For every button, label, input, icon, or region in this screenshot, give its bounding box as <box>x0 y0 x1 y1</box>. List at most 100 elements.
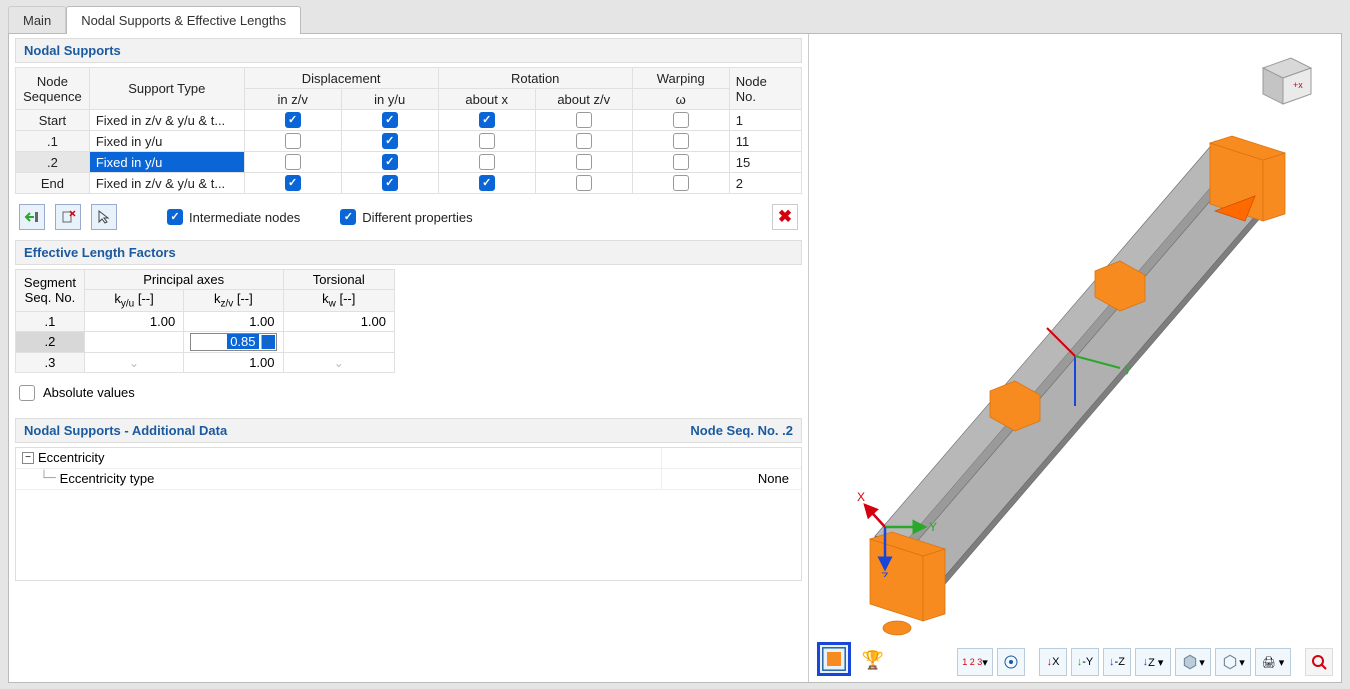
view-neg-y-button[interactable]: ↓-Y <box>1071 648 1099 676</box>
checkbox-icon <box>479 154 495 170</box>
checkbox-cell[interactable] <box>341 131 438 152</box>
checkbox-icon <box>576 133 592 149</box>
iso-view-button[interactable]: ▾ <box>1175 648 1211 676</box>
checkbox-cell[interactable] <box>632 110 729 131</box>
table-row[interactable]: StartFixed in z/v & y/u & t...1 <box>16 110 802 131</box>
tree-row-eccentricity-type[interactable]: └─ Eccentricity type None <box>16 469 801 490</box>
print-button[interactable]: 🖨 ▾ <box>1255 648 1291 676</box>
checkbox-cell[interactable] <box>244 110 341 131</box>
kzv-cell[interactable]: 1.00 <box>184 311 283 331</box>
section-nodal-supports-title: Nodal Supports <box>15 38 802 63</box>
numbering-button[interactable]: 1 2 3 ▾ <box>957 648 993 676</box>
table-row[interactable]: .11.001.001.00 <box>16 311 395 331</box>
checkbox-cell[interactable] <box>244 152 341 173</box>
tree-row-eccentricity[interactable]: − Eccentricity <box>16 448 801 469</box>
render-mode-button[interactable]: ▾ <box>1215 648 1251 676</box>
view-x-button[interactable]: ↓X <box>1039 648 1067 676</box>
table-row[interactable]: .2Fixed in y/u15 <box>16 152 802 173</box>
checkbox-cell[interactable] <box>244 173 341 194</box>
import-button[interactable] <box>19 204 45 230</box>
row-seq: .2 <box>16 331 85 352</box>
different-properties-checkbox[interactable]: Different properties <box>340 209 472 225</box>
checkbox-cell[interactable] <box>632 131 729 152</box>
checkbox-icon <box>285 112 301 128</box>
kyu-cell[interactable]: ⌄ <box>84 352 183 372</box>
checkbox-cell[interactable] <box>438 110 535 131</box>
tab-main[interactable]: Main <box>8 6 66 34</box>
view-neg-z-button[interactable]: ↓-Z <box>1103 648 1131 676</box>
checkbox-cell[interactable] <box>535 173 632 194</box>
checkbox-icon <box>673 175 689 191</box>
collapse-icon[interactable]: − <box>22 452 34 464</box>
col-principal: Principal axes <box>84 270 283 290</box>
node-no-cell: 2 <box>729 173 801 194</box>
show-supports-button[interactable] <box>817 642 851 676</box>
table-row[interactable]: .1Fixed in y/u11 <box>16 131 802 152</box>
trophy-icon[interactable]: 🏆 <box>859 646 887 674</box>
tab-nodal-supports[interactable]: Nodal Supports & Effective Lengths <box>66 6 301 34</box>
kw-cell[interactable]: 1.00 <box>283 311 395 331</box>
checkbox-cell[interactable] <box>535 152 632 173</box>
nav-cube[interactable]: +x <box>1251 52 1315 108</box>
chevron-down-icon[interactable]: ⌄ <box>261 335 275 349</box>
kw-cell[interactable]: ⌄ <box>283 352 395 372</box>
checkbox-cell[interactable] <box>535 131 632 152</box>
row-seq: .3 <box>16 352 85 372</box>
tree-value <box>661 448 801 468</box>
col-rotation: Rotation <box>438 68 632 89</box>
checkbox-cell[interactable] <box>438 173 535 194</box>
kzv-cell[interactable]: 0.85⌄ <box>184 331 283 352</box>
svg-text:Y: Y <box>929 520 937 534</box>
svg-text:+x: +x <box>1293 80 1303 90</box>
3d-view-panel: y +x X <box>809 34 1341 682</box>
kw-cell[interactable] <box>283 331 395 352</box>
view-reset-button[interactable] <box>997 648 1025 676</box>
checkbox-cell[interactable] <box>438 131 535 152</box>
checkbox-cell[interactable] <box>632 152 729 173</box>
absolute-values-checkbox[interactable]: Absolute values <box>19 385 135 401</box>
col-warp-w: ω <box>632 89 729 110</box>
checkbox-cell[interactable] <box>244 131 341 152</box>
zoom-reset-button[interactable] <box>1305 648 1333 676</box>
checkbox-icon <box>673 112 689 128</box>
checkbox-icon <box>673 133 689 149</box>
checkbox-icon <box>19 385 35 401</box>
kzv-cell[interactable]: 1.00 <box>184 352 283 372</box>
intermediate-nodes-checkbox[interactable]: Intermediate nodes <box>167 209 300 225</box>
section-factors-title: Effective Length Factors <box>15 240 802 265</box>
section-additional-title: Nodal Supports - Additional Data Node Se… <box>15 418 802 443</box>
checkbox-cell[interactable] <box>341 152 438 173</box>
support-type-cell[interactable]: Fixed in y/u <box>89 131 244 152</box>
table-row[interactable]: .3⌄1.00⌄ <box>16 352 395 372</box>
table-row[interactable]: EndFixed in z/v & y/u & t...2 <box>16 173 802 194</box>
col-segment: Segment Seq. No. <box>16 270 85 312</box>
remove-button[interactable]: ✖ <box>772 204 798 230</box>
tree-branch-icon: └─ <box>22 471 56 486</box>
checkbox-cell[interactable] <box>341 173 438 194</box>
3d-viewport[interactable]: y +x X <box>815 40 1335 642</box>
checkbox-icon <box>576 112 592 128</box>
checkbox-cell[interactable] <box>438 152 535 173</box>
supports-toolbar: Intermediate nodes Different properties … <box>15 198 802 236</box>
factors-table[interactable]: Segment Seq. No. Principal axes Torsiona… <box>15 269 395 373</box>
table-row[interactable]: .2 0.85⌄ <box>16 331 395 352</box>
view-z-button[interactable]: ↓Z ▾ <box>1135 648 1171 676</box>
additional-data-tree[interactable]: − Eccentricity └─ Eccentricity type None <box>15 447 802 581</box>
checkbox-cell[interactable] <box>535 110 632 131</box>
kyu-cell[interactable] <box>84 331 183 352</box>
svg-text:Z: Z <box>881 570 888 577</box>
support-type-cell[interactable]: Fixed in z/v & y/u & t... <box>89 173 244 194</box>
supports-thead: Node Sequence Support Type Displacement … <box>16 68 802 110</box>
support-type-cell[interactable]: Fixed in z/v & y/u & t... <box>89 110 244 131</box>
nodal-supports-table[interactable]: Node Sequence Support Type Displacement … <box>15 67 802 194</box>
col-node-seq: Node Sequence <box>16 68 90 110</box>
delete-button[interactable] <box>55 204 81 230</box>
kyu-cell[interactable]: 1.00 <box>84 311 183 331</box>
checkbox-cell[interactable] <box>341 110 438 131</box>
support-type-cell[interactable]: Fixed in y/u <box>89 152 244 173</box>
checkbox-cell[interactable] <box>632 173 729 194</box>
col-disp-zv: in z/v <box>244 89 341 110</box>
checkbox-icon <box>285 133 301 149</box>
col-kyu: ky/u [--] <box>84 290 183 312</box>
select-button[interactable] <box>91 204 117 230</box>
